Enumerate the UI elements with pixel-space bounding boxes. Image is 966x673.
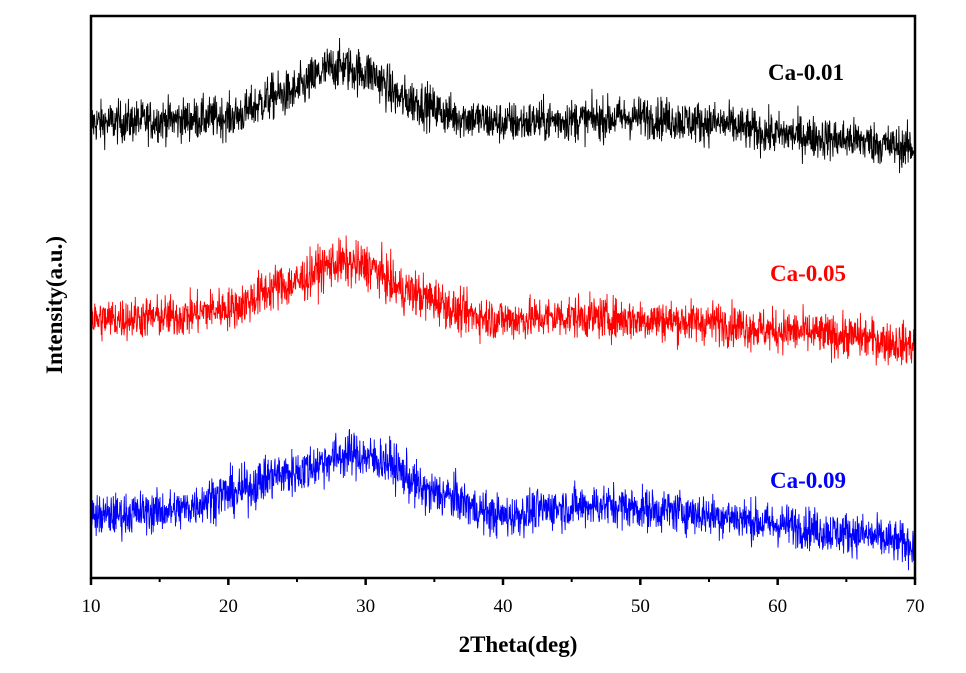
plot-frame — [89, 14, 917, 580]
series-label-ca-005: Ca-0.05 — [770, 261, 846, 286]
x-tick-label: 10 — [82, 596, 101, 617]
x-tick-label: 50 — [631, 596, 650, 617]
series-layer — [90, 37, 916, 571]
series-line-ca-0-05 — [90, 235, 916, 366]
series-line-ca-0-01 — [90, 37, 916, 174]
y-axis-title: Intensity(a.u.) — [42, 236, 67, 374]
x-tick-label: 40 — [494, 596, 513, 617]
series-label-ca-009: Ca-0.09 — [770, 468, 846, 493]
x-tick-label: 70 — [906, 596, 925, 617]
x-axis-title: 2Theta(deg) — [459, 632, 578, 657]
series-label-ca-001: Ca-0.01 — [768, 60, 844, 85]
x-tick-label: 60 — [768, 596, 787, 617]
x-tick-label: 30 — [356, 596, 375, 617]
x-axis: 10 20 30 40 50 60 70 — [82, 578, 925, 617]
x-tick-label: 20 — [219, 596, 238, 617]
series-line-ca-0-09 — [90, 429, 916, 571]
